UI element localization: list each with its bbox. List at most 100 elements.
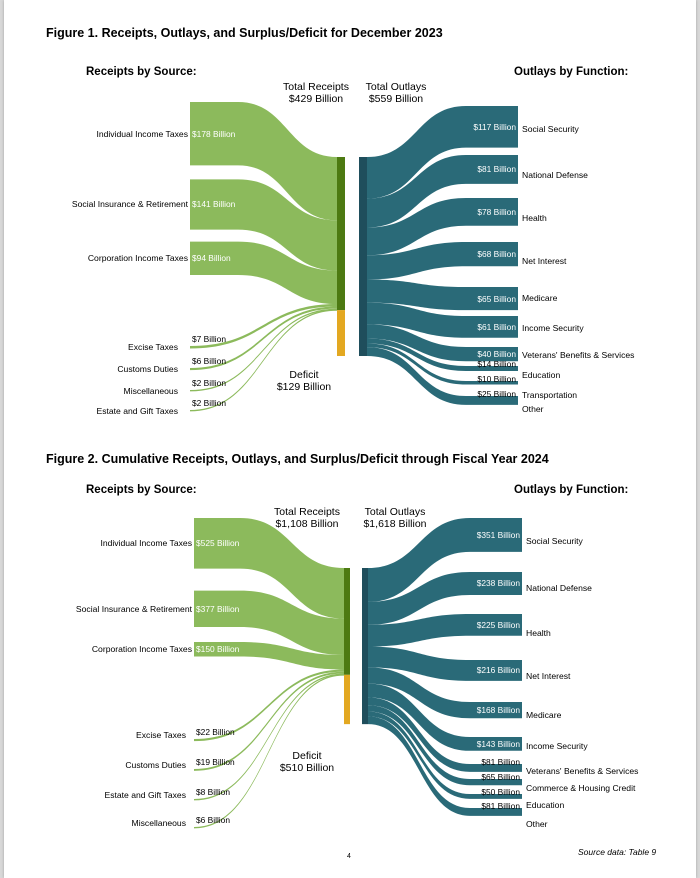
fig2-outlay-flow-medicare xyxy=(368,667,522,719)
fig1-deficit-label: Deficit xyxy=(289,369,319,381)
fig1-receipt-label-corporation-income-taxes: Corporation Income Taxes xyxy=(87,253,188,264)
fig1-outlay-flow-net-interest xyxy=(367,242,518,280)
fig2-receipt-value-customs-duties: $19 Billion xyxy=(196,757,235,767)
fig2-outlay-label-national-defense: National Defense xyxy=(526,583,592,593)
fig1-outlay-label-net-interest: Net Interest xyxy=(522,256,567,266)
fig2-receipt-label-individual-income-taxes: Individual Income Taxes xyxy=(100,538,192,549)
fig2-outlay-label-health: Health xyxy=(526,628,551,638)
fig2-outlay-value-education: $50 Billion xyxy=(481,787,520,797)
fig2-receipt-flow-customs-duties xyxy=(194,671,344,771)
fig1-outlay-flow-other xyxy=(367,347,518,405)
fig1-outlay-value-social-security: $117 Billion xyxy=(473,121,516,132)
fig2-receipt-label-corporation-income-taxes: Corporation Income Taxes xyxy=(91,644,192,655)
fig2-outlay-flow-net-interest xyxy=(368,646,522,681)
fig1-outlay-value-medicare: $65 Billion xyxy=(477,293,516,304)
fig2-outlay-label-social-security: Social Security xyxy=(526,536,583,546)
fig1-outlay-flow-education xyxy=(367,338,518,371)
fig1-total-receipts: Total Receipts $429 Billion xyxy=(261,81,371,105)
fig1-receipt-label-miscellaneous: Miscellaneous xyxy=(123,386,178,396)
fig2-receipt-value-estate-and-gift-taxes: $8 Billion xyxy=(196,787,230,797)
fig2-outlay-label-other: Other xyxy=(526,819,548,829)
fig2-outlays-total-bar xyxy=(362,568,368,725)
fig1-outlay-flow-transportation xyxy=(367,343,518,385)
fig1-receipts-heading: Receipts by Source: xyxy=(86,66,197,78)
report-page: Figure 1. Receipts, Outlays, and Surplus… xyxy=(4,0,696,878)
fig1-outlay-label-education: Education xyxy=(522,370,561,380)
fig1-receipt-flow-individual-income-taxes xyxy=(190,102,337,221)
fig2-outlay-flow-income-security xyxy=(368,683,522,751)
fig2-receipt-flow-miscellaneous xyxy=(194,674,344,829)
fig2-sankey-chart xyxy=(194,518,522,829)
fig1-deficit: Deficit $129 Billion xyxy=(264,369,344,393)
fig1-total-receipts-value: $429 Billion xyxy=(288,93,344,105)
fig2-total-outlays-value: $1,618 Billion xyxy=(363,518,427,530)
fig1-receipt-label-individual-income-taxes: Individual Income Taxes xyxy=(96,128,188,139)
fig2-outlay-value-net-interest: $216 Billion xyxy=(476,665,520,676)
fig1-receipt-value-excise-taxes: $7 Billion xyxy=(192,334,226,344)
fig1-deficit-bar xyxy=(337,310,345,357)
fig2-outlay-flow-veterans-benefits-and-services xyxy=(368,697,522,772)
fig2-receipt-label-social-insurance-and-retirement: Social Insurance & Retirement xyxy=(75,603,192,614)
fig1-outlay-value-transportation: $10 Billion xyxy=(477,374,516,384)
fig2-total-outlays: Total Outlays $1,618 Billion xyxy=(340,506,450,530)
fig1-total-outlays: Total Outlays $559 Billion xyxy=(341,81,451,105)
fig2-receipt-flow-estate-and-gift-taxes xyxy=(194,673,344,801)
fig1-receipt-flow-miscellaneous xyxy=(190,308,337,392)
fig1-total-receipts-label: Total Receipts xyxy=(283,81,349,93)
fig1-outlay-flow-health xyxy=(367,198,518,256)
fig2-total-receipts-value: $1,108 Billion xyxy=(275,518,339,530)
fig1-outlay-value-net-interest: $68 Billion xyxy=(477,249,516,260)
fig2-outlay-flow-other xyxy=(368,716,522,816)
fig2-receipt-flow-individual-income-taxes xyxy=(194,518,344,619)
fig1-receipt-label-customs-duties: Customs Duties xyxy=(117,364,178,374)
fig2-outlay-label-medicare: Medicare xyxy=(526,710,562,720)
fig1-outlay-label-transportation: Transportation xyxy=(522,390,578,400)
fig1-outlay-flow-veterans-benefits-and-services xyxy=(367,324,518,362)
fig1-outlay-value-education: $14 Billion xyxy=(477,359,516,369)
figure-2-title: Figure 2. Cumulative Receipts, Outlays, … xyxy=(46,452,549,466)
fig2-outlay-value-national-defense: $238 Billion xyxy=(476,578,520,589)
fig2-outlay-value-veterans-benefits-and-services: $81 Billion xyxy=(481,757,520,767)
fig2-deficit: Deficit $510 Billion xyxy=(267,750,347,774)
fig1-receipt-flow-customs-duties xyxy=(190,306,337,371)
fig1-sankey-chart xyxy=(190,102,518,412)
fig2-outlay-value-health: $225 Billion xyxy=(476,619,520,630)
fig2-outlay-flow-social-security xyxy=(368,518,522,602)
fig1-outlay-flow-social-security xyxy=(367,106,518,199)
fig2-receipt-value-social-insurance-and-retirement: $377 Billion xyxy=(196,603,240,614)
fig1-outlays-heading: Outlays by Function: xyxy=(514,66,629,78)
fig1-receipt-value-corporation-income-taxes: $94 Billion xyxy=(192,253,231,264)
fig1-total-outlays-label: Total Outlays xyxy=(365,81,427,93)
fig2-outlay-flow-health xyxy=(368,614,522,647)
fig1-receipt-flow-corporation-income-taxes xyxy=(190,241,337,305)
fig1-outlay-value-health: $78 Billion xyxy=(477,206,516,217)
fig1-receipt-label-excise-taxes: Excise Taxes xyxy=(128,342,178,352)
fig2-receipt-label-estate-and-gift-taxes: Estate and Gift Taxes xyxy=(104,790,186,800)
fig1-outlay-label-veterans-benefits-and-services: Veterans' Benefits & Services xyxy=(522,350,635,360)
fig1-outlay-flow-medicare xyxy=(367,279,518,311)
fig1-receipt-flow-excise-taxes xyxy=(190,304,337,349)
fig1-receipt-value-miscellaneous: $2 Billion xyxy=(192,378,226,388)
fig1-receipt-value-customs-duties: $6 Billion xyxy=(192,356,226,366)
fig1-outlay-label-national-defense: National Defense xyxy=(522,170,588,180)
fig1-outlay-value-other: $25 Billion xyxy=(477,389,516,399)
fig1-outlay-flow-income-security xyxy=(367,302,518,338)
fig2-outlay-flow-national-defense xyxy=(368,572,522,625)
fig2-outlays-heading: Outlays by Function: xyxy=(514,484,629,496)
fig1-outlay-label-medicare: Medicare xyxy=(522,293,558,303)
fig2-total-receipts-label: Total Receipts xyxy=(274,506,340,518)
fig1-receipt-label-social-insurance-and-retirement: Social Insurance & Retirement xyxy=(71,199,188,210)
fig1-outlay-label-income-security: Income Security xyxy=(522,323,584,333)
fig2-outlay-value-medicare: $168 Billion xyxy=(476,705,520,716)
fig1-total-outlays-value: $559 Billion xyxy=(368,93,424,105)
fig1-receipt-flow-estate-and-gift-taxes xyxy=(190,309,337,412)
fig1-receipt-value-social-insurance-and-retirement: $141 Billion xyxy=(192,199,236,210)
fig1-receipt-label-estate-and-gift-taxes: Estate and Gift Taxes xyxy=(96,406,178,416)
fig2-total-receipts: Total Receipts $1,108 Billion xyxy=(252,506,362,530)
fig2-outlay-flow-commerce-and-housing-credit xyxy=(368,705,522,786)
fig2-outlay-value-commerce-and-housing-credit: $65 Billion xyxy=(481,772,520,782)
fig1-receipt-flow-social-insurance-and-retirement xyxy=(190,179,337,271)
fig2-receipt-label-miscellaneous: Miscellaneous xyxy=(131,818,186,828)
fig2-deficit-value: $510 Billion xyxy=(279,762,335,774)
fig2-receipt-flow-social-insurance-and-retirement xyxy=(194,590,344,656)
